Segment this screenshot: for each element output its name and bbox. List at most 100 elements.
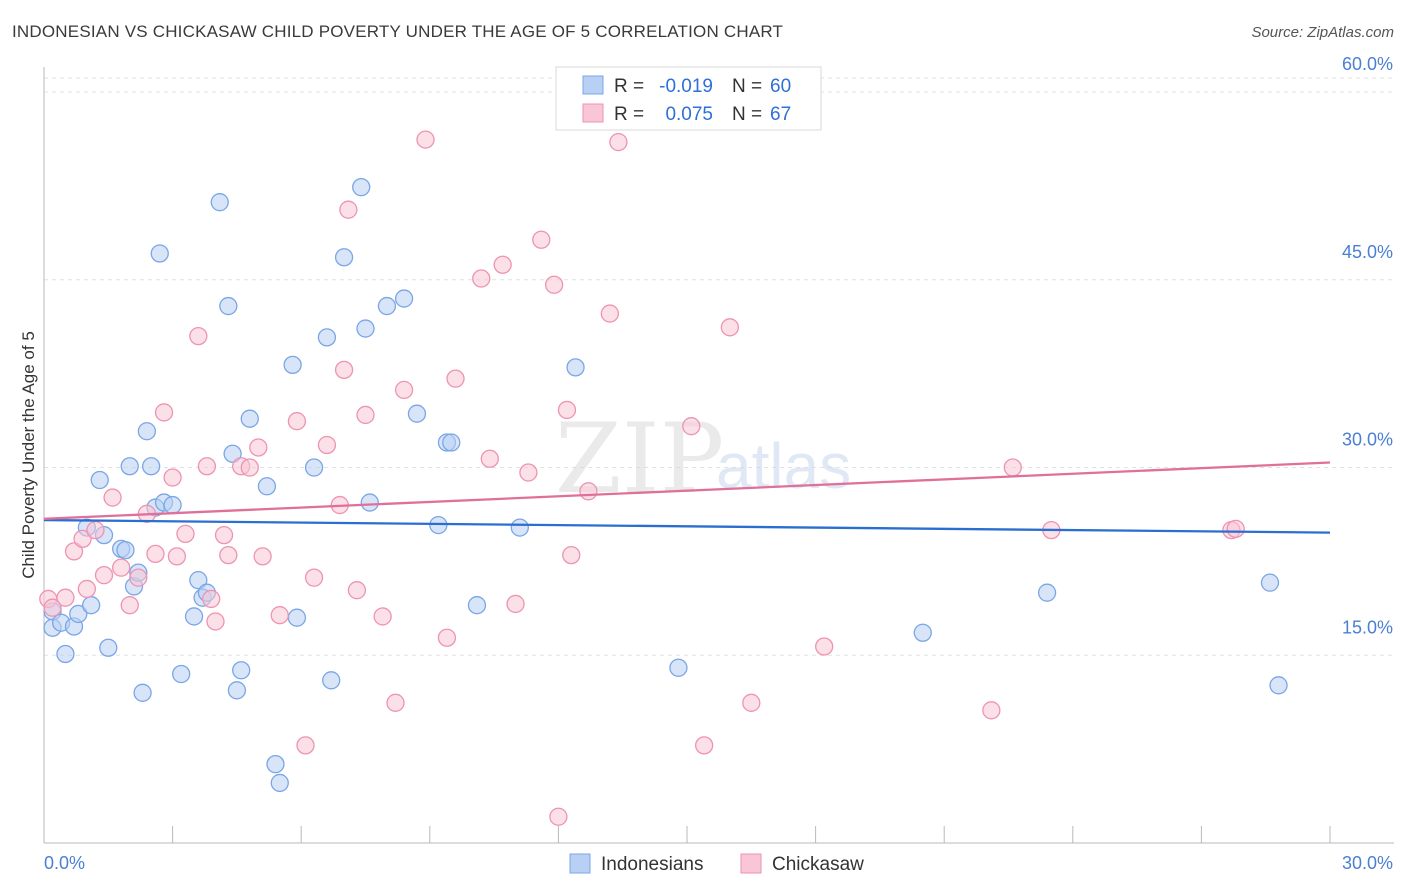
watermark: ZIP atlas (555, 403, 851, 515)
legend-swatch-chickasaw[interactable] (740, 853, 762, 874)
indonesians-point (266, 754, 285, 774)
indonesians-point (184, 607, 204, 626)
chickasaw-point (609, 132, 628, 152)
legend-n-value: 67 (770, 104, 791, 125)
legend-label-chickasaw[interactable]: Chickasaw (772, 854, 864, 875)
chickasaw-point (219, 545, 238, 565)
legend-r-label: R = (614, 76, 644, 97)
indonesians-point (317, 328, 337, 347)
chart-title: INDONESIAN VS CHICKASAW CHILD POVERTY UN… (12, 22, 784, 41)
chickasaw-point (416, 130, 435, 149)
chart-source: Source: ZipAtlas.com (1251, 24, 1394, 41)
indonesians-trend-line (43, 518, 1331, 534)
chickasaw-point (43, 598, 62, 617)
indonesians-point (116, 540, 135, 560)
legend-n-value: 60 (770, 76, 791, 97)
chickasaw-point (339, 200, 358, 219)
indonesians-point (270, 773, 289, 793)
x-tick-label-max: 30.0% (1342, 853, 1393, 873)
indonesians-point (566, 358, 585, 377)
y-tick-labels: 15.0% 30.0% 45.0% 60.0% (1342, 54, 1393, 637)
series-legend: Indonesians Chickasaw (569, 853, 864, 875)
indonesians-point (150, 244, 169, 263)
chickasaw-point (304, 568, 324, 587)
x-ticks (43, 826, 1331, 843)
indonesians-point (283, 355, 302, 375)
watermark-zip: ZIP (555, 403, 724, 515)
chickasaw-point (189, 326, 208, 346)
chickasaw-point (163, 468, 182, 487)
legend-swatch-indonesians[interactable] (569, 853, 591, 874)
indonesians-point (287, 608, 307, 627)
chickasaw-point (240, 458, 259, 477)
chickasaw-point (167, 547, 187, 566)
chickasaw-point (742, 693, 761, 712)
indonesians-point (669, 658, 688, 677)
indonesians-point (210, 193, 229, 212)
indonesians-point (120, 457, 139, 476)
y-tick-label: 15.0% (1342, 617, 1393, 637)
indonesians-point (240, 409, 259, 428)
chickasaw-point (493, 255, 512, 274)
indonesians-point (1037, 583, 1057, 602)
indonesians-point (360, 493, 379, 512)
indonesians-point (1260, 573, 1280, 592)
chickasaw-point (386, 693, 405, 712)
chickasaw-point (202, 589, 221, 609)
chickasaw-point (214, 525, 234, 545)
indonesians-point (394, 289, 414, 308)
chickasaw-point (129, 568, 148, 587)
indonesians-point (510, 518, 529, 537)
chickasaw-point (519, 463, 538, 482)
chickasaw-point (94, 566, 114, 585)
grid-lines (44, 77, 1394, 656)
chickasaw-point (532, 230, 551, 249)
chickasaw-point (1226, 519, 1245, 538)
indonesians-point (227, 681, 247, 700)
chickasaw-point (103, 488, 122, 507)
chickasaw-point (86, 520, 105, 540)
chickasaw-point (347, 581, 367, 600)
legend-swatch-chickasaw (582, 103, 604, 123)
indonesians-point (232, 661, 251, 680)
chickasaw-point (56, 588, 75, 607)
chickasaw-point (562, 545, 581, 565)
chickasaw-point (334, 360, 354, 380)
chickasaw-point (197, 457, 217, 476)
indonesians-point (189, 571, 208, 590)
indonesians-point (1269, 676, 1288, 695)
indonesians-point (219, 296, 238, 316)
chickasaw-point (557, 400, 577, 420)
y-tick-label: 30.0% (1342, 430, 1393, 450)
indonesians-point (142, 457, 161, 476)
indonesians-point (82, 596, 101, 615)
indonesians-point (133, 683, 152, 702)
chickasaw-point (296, 736, 315, 755)
indonesians-point (137, 422, 157, 441)
chickasaw-point (356, 405, 375, 425)
axes (43, 67, 1394, 844)
chickasaw-point (112, 558, 131, 577)
chickasaw-point (720, 318, 740, 337)
indonesians-point (172, 664, 191, 684)
chickasaw-point (253, 547, 272, 566)
indonesians-point (56, 644, 75, 664)
indonesians-point (377, 296, 397, 316)
indonesians-point (322, 671, 341, 690)
legend-n-label: N = (732, 104, 762, 125)
indonesians-point (163, 495, 182, 515)
chickasaw-point (437, 628, 457, 647)
legend-label-indonesians[interactable]: Indonesians (601, 854, 703, 875)
chickasaw-point (317, 435, 337, 455)
chickasaw-point (64, 542, 84, 561)
chickasaw-point (682, 417, 701, 436)
x-tick-label-min: 0.0% (44, 853, 85, 873)
y-tick-label: 45.0% (1342, 242, 1393, 262)
chickasaw-point (982, 701, 1001, 720)
legend-r-value: 0.075 (665, 104, 713, 125)
indonesians-point (223, 444, 242, 463)
chickasaw-point (600, 304, 619, 323)
chickasaw-point (394, 380, 414, 400)
indonesians-point (90, 470, 109, 490)
